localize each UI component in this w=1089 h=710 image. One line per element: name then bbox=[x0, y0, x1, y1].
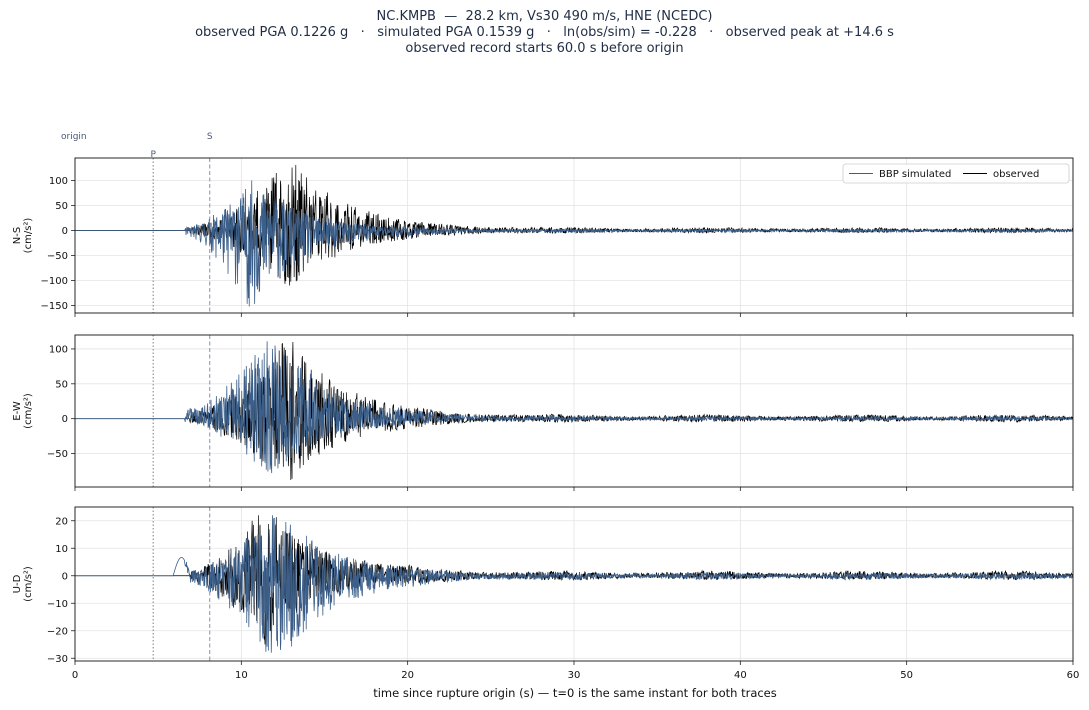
y-axis-unit: (cm/s²) bbox=[23, 566, 34, 602]
simulated-trace bbox=[75, 180, 1073, 307]
simulated-trace bbox=[75, 341, 1073, 474]
panel-ew: −50 0 50 100 E-W (cm/s²) bbox=[12, 334, 1074, 491]
y-tick-label: 0 bbox=[62, 226, 68, 237]
x-axis: 0 10 20 30 40 50 60 bbox=[72, 670, 1080, 681]
y-axis-unit: (cm/s²) bbox=[23, 393, 34, 429]
chart-title: NC.KMPB — 28.2 km, Vs30 490 m/s, HNE (NC… bbox=[376, 9, 713, 24]
y-axis-label: N-S bbox=[12, 227, 23, 244]
x-tick-label: 10 bbox=[235, 670, 248, 681]
chart-note: observed record starts 60.0 s before ori… bbox=[405, 41, 684, 56]
x-tick-label: 40 bbox=[734, 670, 747, 681]
x-tick-label: 30 bbox=[568, 670, 581, 681]
x-tick-label: 50 bbox=[900, 670, 913, 681]
panel-ns: −150 −100 −50 0 50 100 N-S (cm/s²) bbox=[12, 157, 1074, 317]
y-tick-label: −10 bbox=[47, 599, 68, 610]
legend: BBP simulated observed bbox=[842, 163, 1070, 184]
y-tick-label: −150 bbox=[41, 301, 68, 312]
y-tick-label: −50 bbox=[47, 449, 68, 460]
y-tick-label: 50 bbox=[55, 379, 68, 390]
y-tick-label: 50 bbox=[55, 201, 68, 212]
y-tick-label: 0 bbox=[62, 571, 68, 582]
x-axis-label: time since rupture origin (s) — t=0 is t… bbox=[373, 686, 777, 700]
marker-label-origin: origin bbox=[61, 132, 87, 142]
x-tick-label: 20 bbox=[401, 670, 414, 681]
panel-ud: −30 −20 −10 0 10 20 U-D (cm/s²) bbox=[12, 506, 1074, 665]
y-tick-label: 0 bbox=[62, 414, 68, 425]
legend-entry: BBP simulated bbox=[879, 169, 951, 180]
panel-frame bbox=[74, 506, 1074, 662]
panel-frame bbox=[74, 334, 1074, 488]
y-tick-label: 100 bbox=[49, 344, 68, 355]
y-axis-label: U-D bbox=[12, 574, 23, 593]
legend-entry: observed bbox=[993, 169, 1039, 180]
y-tick-label: −30 bbox=[47, 654, 68, 665]
marker-label-p: P bbox=[150, 150, 156, 160]
x-tick-label: 0 bbox=[72, 670, 78, 681]
y-tick-label: 20 bbox=[55, 516, 68, 527]
y-tick-label: −100 bbox=[41, 276, 68, 287]
y-tick-label: −50 bbox=[47, 251, 68, 262]
y-tick-label: −20 bbox=[47, 626, 68, 637]
phase-marker-labels: origin P S bbox=[61, 132, 213, 160]
y-axis-unit: (cm/s²) bbox=[23, 218, 34, 254]
y-tick-label: 100 bbox=[49, 176, 68, 187]
marker-label-s: S bbox=[207, 132, 213, 142]
chart-subtitle: observed PGA 0.1226 g · simulated PGA 0.… bbox=[195, 25, 894, 40]
x-tick-label: 60 bbox=[1067, 670, 1080, 681]
y-tick-label: 10 bbox=[55, 544, 68, 555]
panel-frame bbox=[74, 157, 1074, 314]
simulated-trace bbox=[75, 515, 1073, 653]
y-axis-label: E-W bbox=[12, 401, 23, 421]
legend-box bbox=[842, 163, 1070, 184]
